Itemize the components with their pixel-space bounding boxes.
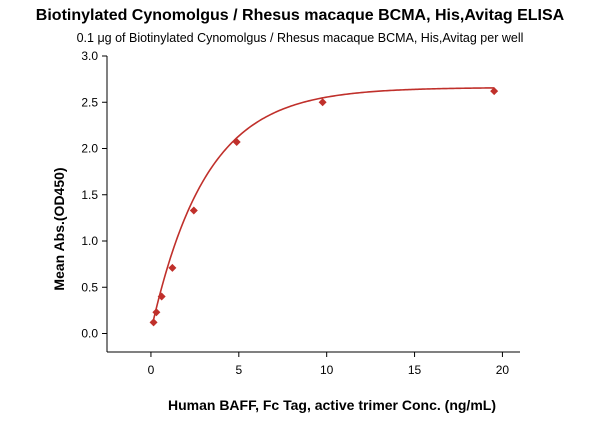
data-point <box>318 98 327 107</box>
y-tick-label: 1.5 <box>81 188 98 202</box>
data-point <box>232 138 241 147</box>
x-tick-label: 5 <box>235 363 242 377</box>
y-tick-label: 1.0 <box>81 234 98 248</box>
chart-title: Biotinylated Cynomolgus / Rhesus macaque… <box>36 7 565 24</box>
y-tick-label: 2.5 <box>81 95 98 109</box>
y-tick-label: 0.0 <box>81 327 98 341</box>
data-point <box>152 308 161 317</box>
data-point <box>490 87 499 96</box>
data-points <box>149 87 499 327</box>
fit-curve <box>152 87 495 320</box>
x-tick-label: 10 <box>320 363 334 377</box>
x-tick-label: 20 <box>496 363 510 377</box>
x-axis-label: Human BAFF, Fc Tag, active trimer Conc. … <box>168 397 496 413</box>
data-point <box>149 318 158 327</box>
chart-subtitle: 0.1 μg of Biotinylated Cynomolgus / Rhes… <box>77 31 524 45</box>
plot-area: 0.0 0.5 1.0 1.5 2.0 2.5 3.0 0 5 10 15 20 <box>81 49 520 377</box>
data-point <box>168 263 177 272</box>
y-axis-ticks: 0.0 0.5 1.0 1.5 2.0 2.5 3.0 <box>81 49 107 341</box>
y-tick-label: 3.0 <box>81 49 98 63</box>
data-point <box>189 206 198 215</box>
x-tick-label: 0 <box>148 363 155 377</box>
x-axis-ticks: 0 5 10 15 20 <box>148 352 510 377</box>
data-point <box>157 292 166 301</box>
y-tick-label: 0.5 <box>81 280 98 294</box>
y-tick-label: 2.0 <box>81 142 98 156</box>
x-tick-label: 15 <box>408 363 422 377</box>
y-axis-label: Mean Abs.(OD450) <box>51 167 67 290</box>
